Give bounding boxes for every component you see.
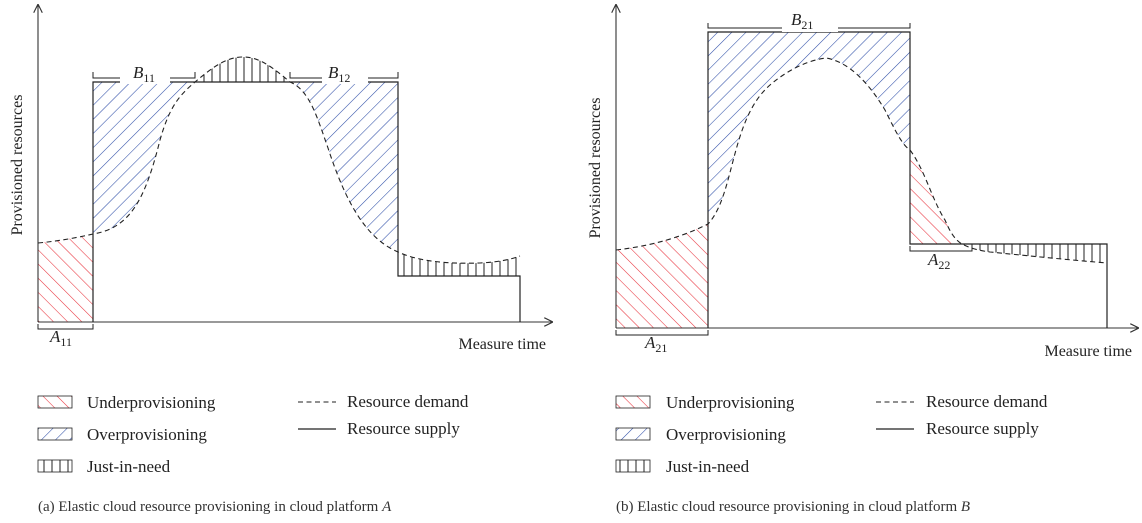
legend-swatch-over-a [37, 427, 73, 441]
label-b12: B12 [328, 63, 350, 85]
label-a11: A11 [49, 327, 72, 349]
bracket-a22 [909, 246, 973, 252]
legend-label-under-b: Underprovisioning [666, 393, 795, 412]
legend-swatch-under-a [37, 395, 73, 409]
just-in-need-area-peak [195, 57, 290, 82]
resource-demand-curve-a [37, 56, 521, 264]
caption-a: (a) Elastic cloud resource provisioning … [38, 499, 392, 515]
legend-swatch-jin-a [37, 459, 73, 473]
y-axis-label-a: Provisioned resources [9, 95, 26, 236]
legend-swatch-under-b [615, 395, 651, 409]
just-in-need-area-tail [398, 252, 520, 276]
legend-label-demand-a: Resource demand [347, 392, 469, 411]
legend-label-under-a: Underprovisioning [87, 393, 216, 412]
legend-swatch-over-b [615, 427, 651, 441]
legend-swatch-jin-b [615, 459, 651, 473]
legend-b: Underprovisioning Overprovisioning Just-… [615, 392, 1048, 515]
overprovisioning-area-b12 [290, 82, 398, 252]
resource-supply-line-b [707, 31, 1108, 328]
legend-label-supply-a: Resource supply [347, 419, 460, 438]
legend-a: Underprovisioning Overprovisioning Just-… [37, 392, 469, 515]
underprovisioning-area-a22 [910, 150, 962, 244]
bracket-a11 [37, 324, 94, 330]
legend-label-supply-b: Resource supply [926, 419, 1039, 438]
overprovisioning-area-b21 [708, 32, 910, 224]
y-axis-label-b: Provisioned resources [587, 98, 604, 239]
legend-label-over-b: Overprovisioning [666, 425, 786, 444]
underprovisioning-area-a21 [616, 224, 708, 328]
just-in-need-area-tail-b [962, 244, 1107, 263]
legend-label-over-a: Overprovisioning [87, 425, 207, 444]
legend-label-demand-b: Resource demand [926, 392, 1048, 411]
label-b21: B21 [791, 10, 813, 32]
x-axis-label-a: Measure time [458, 336, 546, 353]
legend-label-jin-b: Just-in-need [666, 457, 750, 476]
label-a22: A22 [927, 250, 950, 272]
caption-b: (b) Elastic cloud resource provisioning … [616, 499, 970, 515]
label-b11: B11 [133, 63, 155, 85]
resource-supply-line-a [92, 81, 521, 322]
panel-a: B11 B12 A11 Provisioned resources Measur… [9, 5, 552, 353]
underprovisioning-area-a11 [38, 234, 93, 322]
resource-demand-curve-b [615, 57, 1108, 264]
panel-b: B21 A22 A21 Provisioned resources Measur… [587, 5, 1138, 360]
overprovisioning-area-b11 [93, 82, 195, 234]
x-axis-label-b: Measure time [1044, 343, 1132, 360]
label-a21: A21 [644, 333, 667, 355]
legend-label-jin-a: Just-in-need [87, 457, 171, 476]
bracket-a21 [615, 330, 709, 336]
